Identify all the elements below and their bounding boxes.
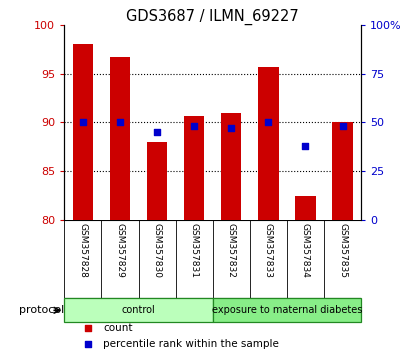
Point (228, 126, 234, 131)
Bar (258, 67, 278, 220)
Text: count: count (103, 324, 132, 333)
Text: GSM357835: GSM357835 (338, 223, 347, 278)
Bar (73, 44, 93, 220)
Point (302, 143, 309, 149)
Text: GSM357833: GSM357833 (264, 223, 273, 278)
Text: control: control (122, 305, 155, 315)
Text: GSM357828: GSM357828 (78, 223, 88, 278)
Bar (295, 196, 316, 220)
Bar (213, 298, 361, 322)
Bar (332, 122, 353, 220)
Point (85, 326, 91, 331)
Bar (184, 116, 204, 220)
Bar (110, 57, 130, 220)
Point (191, 124, 198, 129)
Bar (221, 113, 242, 220)
Point (85, 341, 91, 347)
Point (80, 120, 86, 125)
Text: GSM357831: GSM357831 (190, 223, 199, 278)
Text: GSM357834: GSM357834 (301, 223, 310, 278)
Text: protocol: protocol (20, 305, 65, 315)
Title: GDS3687 / ILMN_69227: GDS3687 / ILMN_69227 (126, 8, 299, 25)
Point (339, 124, 346, 129)
Point (117, 120, 123, 125)
Text: GSM357832: GSM357832 (227, 223, 236, 278)
Bar (64, 298, 213, 322)
Text: exposure to maternal diabetes: exposure to maternal diabetes (212, 305, 362, 315)
Point (265, 120, 272, 125)
Text: GSM357829: GSM357829 (115, 223, 124, 278)
Point (154, 130, 160, 135)
Bar (147, 142, 167, 220)
Text: percentile rank within the sample: percentile rank within the sample (103, 339, 279, 349)
Text: GSM357830: GSM357830 (153, 223, 161, 278)
